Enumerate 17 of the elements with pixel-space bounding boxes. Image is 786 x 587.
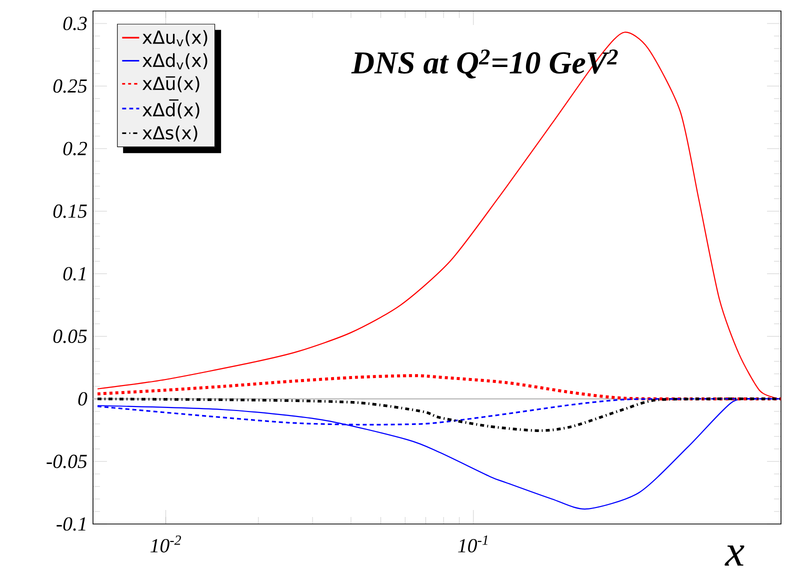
- legend-label: xΔu̅(x): [142, 76, 200, 92]
- legend-label: xΔu$_{v}$(x): [142, 30, 208, 46]
- y-tick-label: 0: [78, 392, 88, 406]
- y-tick-label: 0.3: [63, 16, 87, 30]
- x-axis-title: x: [724, 546, 744, 566]
- x-tick-label: 10$^{-1}$: [458, 536, 488, 552]
- y-tick-label: -0.05: [46, 454, 87, 468]
- x-tick-label: 10$^{-2}$: [150, 536, 181, 552]
- y-tick-label: 0.25: [53, 79, 87, 93]
- y-tick-label: 0.15: [53, 204, 87, 218]
- y-tick-label: -0.1: [56, 517, 86, 531]
- y-tick-label: 0.2: [63, 142, 88, 156]
- legend-label: xΔd$_{v}$(x): [142, 53, 208, 70]
- legend-label: xΔs(x): [142, 126, 198, 142]
- y-tick-label: 0.05: [53, 330, 87, 344]
- legend-label: xΔd̅(x): [142, 99, 200, 119]
- y-tick-label: 0.1: [63, 266, 86, 281]
